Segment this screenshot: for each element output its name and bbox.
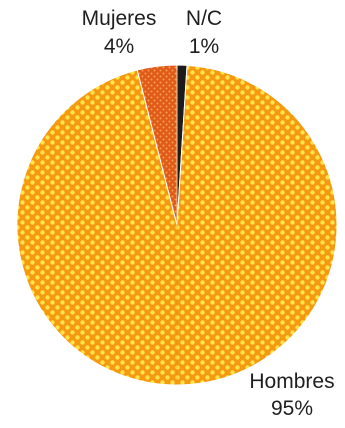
label-hombres-value: 95% <box>271 397 313 420</box>
label-mujeres-value: 4% <box>104 35 134 58</box>
label-hombres-name: Hombres <box>249 370 334 393</box>
label-hombres: Hombres 95% <box>249 370 334 420</box>
pie-slices <box>16 64 338 386</box>
label-mujeres-name: Mujeres <box>82 7 157 30</box>
label-nc-name: N/C <box>186 7 222 30</box>
pie-slice-hombres <box>16 64 338 386</box>
pie-slice-mujeres <box>136 64 178 226</box>
label-nc: N/C 1% <box>186 7 222 58</box>
label-nc-value: 1% <box>189 35 219 58</box>
label-mujeres: Mujeres 4% <box>82 7 157 58</box>
